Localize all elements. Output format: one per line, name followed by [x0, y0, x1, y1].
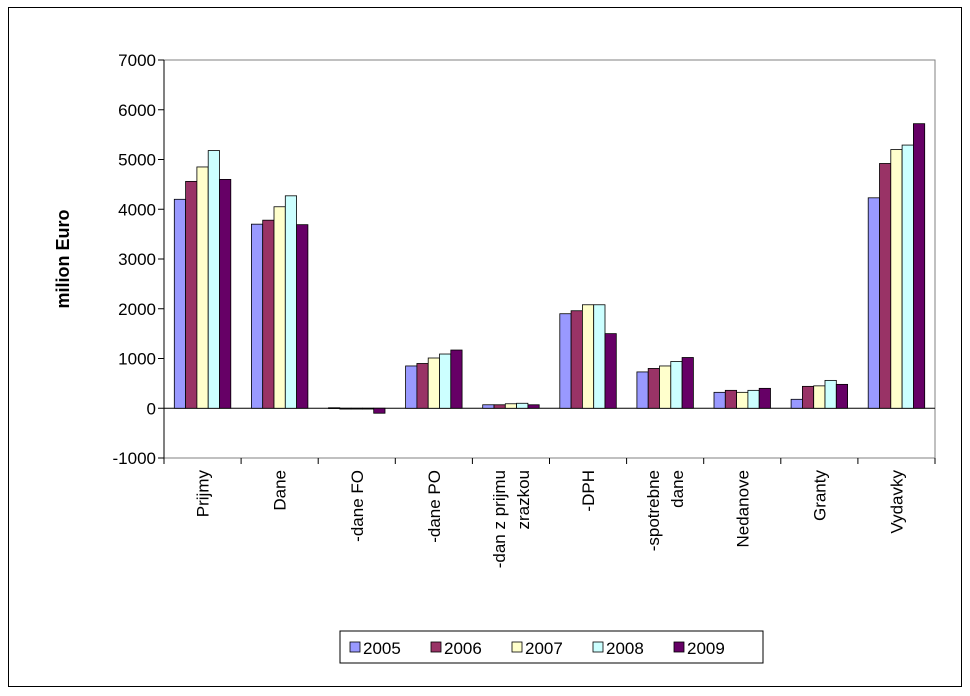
bar-2008-3 [439, 353, 452, 409]
x-category-label: Dane [271, 470, 290, 511]
x-category-label: -dan z prijmu [490, 470, 509, 568]
bar-2007-5 [582, 304, 595, 409]
bar-2005-9 [867, 197, 880, 409]
x-category-label: Prijmy [194, 470, 213, 518]
y-tick-label: 7000 [118, 51, 156, 70]
legend-swatch-2008 [592, 641, 604, 653]
bar-2007-2 [350, 407, 363, 410]
bar-2009-9 [913, 123, 926, 409]
bar-2009-2 [373, 407, 386, 414]
bar-2008-2 [361, 407, 375, 410]
legend-label-2008: 2008 [606, 639, 644, 658]
legend-swatch-2009 [673, 641, 685, 653]
bar-2007-1 [273, 206, 286, 409]
bar-2009-5 [604, 333, 617, 409]
bar-2006-7 [724, 389, 737, 409]
bar-2009-7 [758, 387, 771, 409]
bar-2005-7 [713, 391, 726, 409]
bar-2006-4 [493, 404, 506, 409]
bar-2007-7 [736, 391, 749, 409]
x-category-label: Vydavky [887, 470, 906, 534]
bar-2006-9 [879, 163, 892, 409]
legend-label-2006: 2006 [444, 639, 482, 658]
bar-2007-9 [890, 149, 903, 409]
bar-2008-5 [593, 304, 606, 409]
y-tick-label: 4000 [118, 200, 156, 219]
bar-2005-2 [328, 407, 341, 409]
bar-2008-1 [284, 195, 297, 409]
legend-label-2009: 2009 [687, 639, 725, 658]
bar-2008-6 [670, 361, 683, 409]
bar-2008-8 [824, 379, 837, 409]
bar-2007-8 [813, 385, 826, 409]
bar-2006-0 [185, 180, 198, 409]
bar-2008-9 [901, 144, 914, 409]
legend [339, 630, 764, 664]
bar-2006-1 [262, 219, 275, 409]
bar-2006-6 [647, 368, 660, 409]
chart-frame: -1000 0 1000 2000 3000 4000 5000 6000 7000 milion… [8, 7, 962, 687]
bar-2009-8 [835, 383, 848, 409]
bar-2008-4 [516, 402, 529, 409]
x-category-label: zrazkou [514, 470, 533, 530]
y-tick-label: -1000 [113, 449, 156, 468]
y-tick-label: 2000 [118, 300, 156, 319]
bar-2006-8 [802, 385, 815, 409]
legend-swatch-2005 [349, 641, 361, 653]
legend-swatch-2007 [511, 641, 523, 653]
y-tick-label: 5000 [118, 151, 156, 170]
bar-2007-3 [427, 357, 440, 409]
y-tick-label: 1000 [118, 350, 156, 369]
bar-2005-8 [790, 398, 803, 409]
bar-2007-6 [659, 365, 672, 409]
bar-2005-0 [173, 198, 187, 409]
y-axis-title: milion Euro [53, 209, 73, 308]
y-tick-label: 0 [147, 399, 156, 418]
bar-2006-3 [416, 363, 429, 409]
x-category-label: Nedanove [733, 470, 752, 548]
bar-2008-7 [747, 389, 760, 409]
bar-2009-3 [450, 349, 463, 409]
bar-2007-4 [504, 403, 517, 409]
bar-2009-4 [527, 404, 540, 409]
x-category-label: -dane PO [425, 470, 444, 543]
x-category-label: -spotrebne [644, 470, 663, 551]
x-category-label: -dane FO [348, 470, 367, 542]
x-category-label: Granty [810, 470, 829, 522]
bar-2005-6 [636, 371, 649, 409]
x-category-label: -DPH [579, 470, 598, 512]
bar-2005-3 [405, 365, 418, 409]
bar-2006-2 [339, 407, 352, 410]
legend-swatch-2006 [430, 641, 442, 653]
y-tick-label: 6000 [118, 101, 156, 120]
bar-2009-6 [681, 357, 694, 409]
bar-2006-5 [570, 310, 583, 409]
y-tick-label: 3000 [118, 250, 156, 269]
legend-label-2005: 2005 [363, 639, 401, 658]
bar-2005-1 [250, 223, 264, 409]
bar-2009-0 [219, 178, 232, 409]
bar-2008-0 [207, 150, 220, 409]
bar-2007-0 [196, 166, 209, 409]
bar-2005-4 [482, 404, 495, 409]
bar-2009-1 [296, 224, 309, 409]
x-category-label: dane [668, 470, 687, 508]
legend-label-2007: 2007 [525, 639, 563, 658]
bar-2005-5 [559, 313, 572, 409]
bar-chart: -1000 0 1000 2000 3000 4000 5000 6000 7000 milion… [53, 51, 936, 664]
